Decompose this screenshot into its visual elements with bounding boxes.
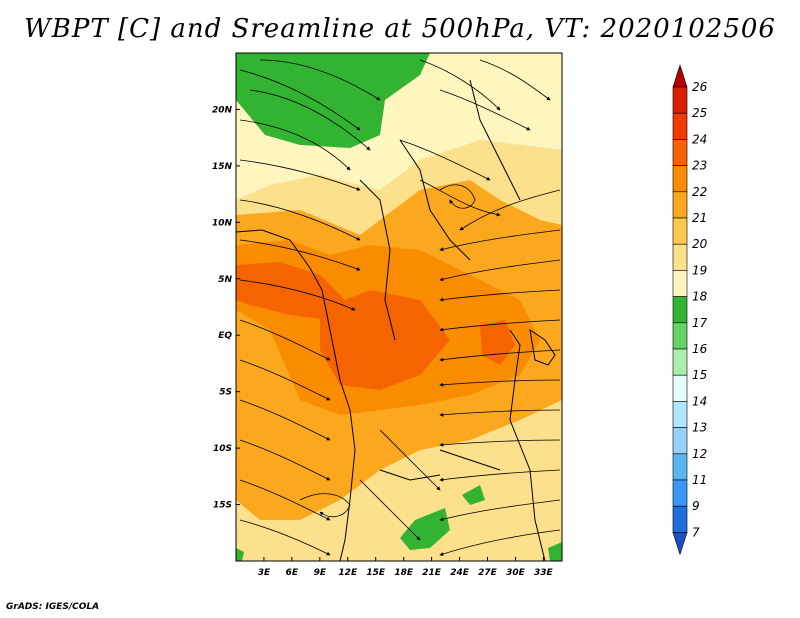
- lon-tick-label: 30E: [506, 568, 526, 578]
- colorbar-segment: [672, 453, 688, 481]
- colorbar-label: 12: [692, 447, 707, 461]
- colorbar-label: 14: [692, 394, 707, 408]
- lon-tick-label: 33E: [534, 568, 554, 578]
- lon-tick-label: 12E: [338, 568, 358, 578]
- lon-tick-label: 3E: [258, 568, 271, 578]
- colorbar-label: 13: [692, 421, 707, 435]
- lat-tick-label: 15S: [213, 501, 232, 511]
- colorbar-segment: [672, 322, 688, 350]
- colorbar-segment: [672, 374, 688, 402]
- lon-tick-label: 6E: [286, 568, 299, 578]
- wbpt-region-17b: [400, 508, 450, 550]
- lon-tick-label: 24E: [450, 568, 470, 578]
- colorbar-segment: [672, 348, 688, 376]
- colorbar-bottom-arrow: [672, 532, 688, 556]
- colorbar-segment: [672, 139, 688, 166]
- wbpt-shading: [236, 53, 562, 561]
- footer-credit: GrADS: IGES/COLA: [6, 602, 100, 612]
- wbpt-region-17d: [548, 542, 562, 561]
- colorbar-segment: [672, 191, 688, 219]
- colorbar-label: 21: [692, 211, 707, 225]
- colorbar-segment: [672, 165, 688, 193]
- wbpt-region-17: [236, 53, 430, 148]
- longitude-axis: 3E 6E 9E 12E 15E 18E 21E 24E 27E 30E 33E: [258, 557, 554, 578]
- colorbar-label: 26: [692, 80, 708, 94]
- colorbar-label: 17: [692, 316, 708, 330]
- colorbar-segment: [672, 296, 688, 324]
- lat-tick-label: 10N: [212, 218, 233, 228]
- colorbar-label: 16: [692, 342, 708, 356]
- wbpt-region-23b: [320, 290, 450, 390]
- colorbar-label: 20: [692, 237, 708, 251]
- chart-title: WBPT [C] and Sreamline at 500hPa, VT: 20…: [24, 14, 776, 44]
- colorbar-label: 15: [692, 368, 707, 382]
- colorbar-label: 25: [692, 106, 707, 120]
- colorbar-segment: [672, 427, 688, 455]
- lon-tick-label: 18E: [394, 568, 414, 578]
- wbpt-region-17c: [462, 485, 485, 505]
- colorbar-segment: [672, 112, 688, 140]
- colorbar-label: 23: [692, 159, 707, 173]
- colorbar-segment: [672, 505, 688, 533]
- colorbar-label: 22: [692, 185, 707, 199]
- colorbar: 26 25 24 23 22 21 20 19 18 17 16 15 14 13 12 11 9 7: [672, 64, 708, 556]
- map-frame: [235, 52, 563, 562]
- colorbar-segment: [672, 243, 688, 271]
- lon-tick-label: 21E: [422, 568, 442, 578]
- lat-tick-label: 5N: [218, 275, 232, 285]
- colorbar-label: 18: [692, 290, 708, 304]
- coastlines-borders: [236, 79, 556, 561]
- colorbar-segment: [672, 401, 688, 428]
- lat-tick-label: EQ: [218, 331, 232, 341]
- colorbar-top-arrow: [672, 64, 688, 88]
- lat-tick-label: 5S: [219, 388, 232, 398]
- lon-tick-label: 27E: [478, 568, 498, 578]
- colorbar-segment: [672, 86, 688, 114]
- lon-tick-label: 15E: [366, 568, 386, 578]
- colorbar-segment: [672, 479, 688, 507]
- colorbar-segment: [672, 217, 688, 245]
- colorbar-label: 11: [692, 473, 707, 487]
- colorbar-label: 7: [692, 525, 700, 539]
- colorbar-segment: [672, 270, 688, 297]
- latitude-axis: 20N 15N 10N 5N EQ 5S 10S 15S: [212, 105, 240, 511]
- lat-tick-label: 20N: [212, 105, 233, 115]
- wbpt-region-23: [236, 262, 345, 320]
- colorbar-label: 24: [692, 132, 707, 146]
- lon-tick-label: 9E: [314, 568, 327, 578]
- lat-tick-label: 10S: [213, 444, 232, 454]
- colorbar-label: 9: [692, 499, 700, 513]
- lat-tick-label: 15N: [212, 162, 233, 172]
- colorbar-label: 19: [692, 263, 707, 277]
- streamlines: [239, 59, 561, 556]
- wbpt-region-17e: [236, 548, 244, 561]
